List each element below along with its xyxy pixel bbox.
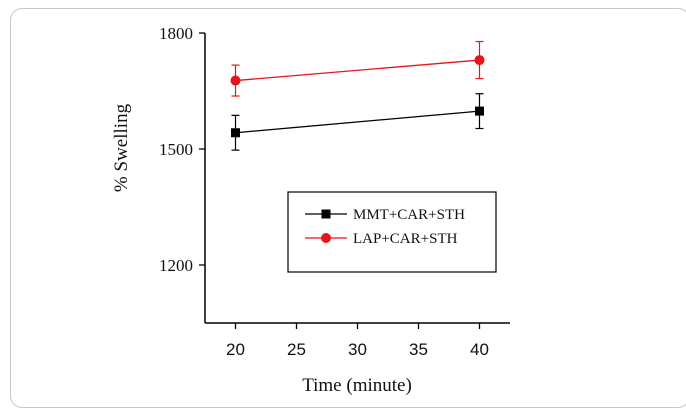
x-ticks: 20 25 30 35 40 <box>226 323 489 359</box>
legend-marker <box>321 233 331 243</box>
x-tick-label: 40 <box>470 340 489 359</box>
swelling-chart: 1200 1500 1800 20 25 30 35 40 % Swelling Time … <box>111 24 510 396</box>
x-tick-label: 20 <box>226 340 245 359</box>
y-tick-label: 1500 <box>159 140 193 159</box>
legend-items: MMT+CAR+STH LAP+CAR+STH <box>305 207 465 247</box>
series-line <box>235 110 480 134</box>
series-line <box>235 59 480 82</box>
data-point <box>475 106 484 116</box>
series-1 <box>230 40 485 97</box>
x-axis-title: Time (minute) <box>302 375 412 396</box>
y-tick-label: 1800 <box>159 24 193 43</box>
legend: MMT+CAR+STH LAP+CAR+STH <box>287 191 497 273</box>
data-point <box>230 75 241 86</box>
legend-marker <box>321 209 331 219</box>
legend-box <box>287 191 497 273</box>
series-0 <box>231 93 484 151</box>
x-tick-label: 30 <box>348 340 367 359</box>
data-point <box>474 55 485 66</box>
series-layer <box>230 40 485 151</box>
legend-label: LAP+CAR+STH <box>353 231 458 247</box>
x-tick-label: 25 <box>287 340 306 359</box>
data-point <box>231 128 240 138</box>
x-tick-label: 35 <box>409 340 428 359</box>
y-ticks: 1200 1500 1800 <box>159 24 205 275</box>
y-axis-title: % Swelling <box>111 103 132 192</box>
y-tick-label: 1200 <box>159 256 193 275</box>
legend-label: MMT+CAR+STH <box>353 207 465 223</box>
